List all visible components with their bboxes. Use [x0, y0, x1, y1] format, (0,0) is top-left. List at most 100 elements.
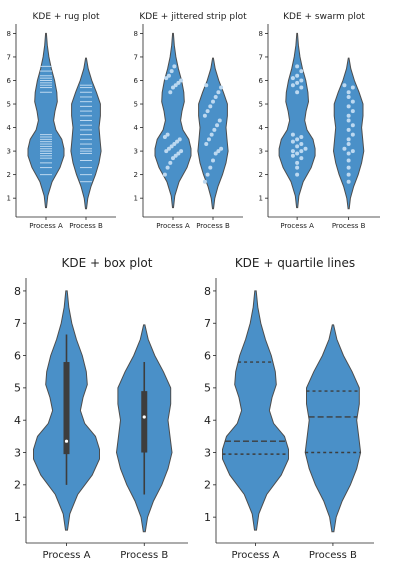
data-point [350, 85, 355, 90]
data-point [295, 144, 300, 149]
x-tick-label: Process B [120, 550, 168, 561]
data-point [169, 144, 174, 149]
data-point [165, 132, 170, 137]
y-tick-label: 8 [204, 285, 211, 298]
y-tick-label: 1 [14, 511, 21, 524]
data-point [164, 149, 169, 154]
data-point [295, 165, 300, 170]
data-point [202, 179, 207, 184]
data-point [208, 165, 213, 170]
y-tick-label: 7 [14, 317, 21, 330]
data-point [299, 142, 304, 147]
data-point [176, 151, 181, 156]
y-tick-label: 3 [14, 446, 21, 459]
data-point [219, 146, 224, 151]
y-tick-label: 2 [7, 171, 11, 179]
y-tick-label: 3 [7, 148, 11, 156]
data-point [295, 90, 300, 95]
data-point [179, 149, 184, 154]
data-point [299, 156, 304, 161]
violin-process-b [197, 57, 229, 210]
y-tick-label: 5 [7, 100, 11, 108]
data-point [213, 151, 218, 156]
y-tick-label: 5 [14, 382, 21, 395]
data-point [290, 132, 295, 137]
subplot-title: KDE + box plot [62, 256, 153, 270]
y-tick-label: 7 [7, 53, 11, 61]
data-point [299, 134, 304, 139]
data-point [290, 149, 295, 154]
violin-process-a [154, 32, 192, 209]
y-tick-label: 6 [204, 349, 211, 362]
y-tick-label: 6 [259, 77, 264, 85]
data-point [172, 142, 177, 147]
data-point [346, 137, 351, 142]
x-tick-label: Process A [43, 550, 91, 561]
data-point [172, 64, 177, 69]
data-point [299, 85, 304, 90]
data-point [202, 113, 207, 118]
data-point [219, 85, 224, 90]
box-iqr [141, 391, 148, 453]
data-point [350, 132, 355, 137]
data-point [295, 137, 300, 142]
data-point [164, 76, 169, 81]
y-tick-label: 6 [14, 349, 21, 362]
y-tick-label: 2 [14, 479, 21, 492]
y-tick-label: 3 [204, 446, 211, 459]
y-tick-label: 7 [259, 53, 263, 61]
y-tick-label: 5 [134, 100, 138, 108]
data-point [295, 64, 300, 69]
data-point [350, 149, 355, 154]
x-tick-label: Process A [29, 222, 63, 230]
subplot-title: KDE + jittered strip plot [139, 12, 247, 22]
y-tick-label: 1 [259, 195, 263, 203]
data-point [211, 158, 215, 163]
data-point [350, 109, 355, 114]
data-point [217, 118, 222, 123]
y-tick-label: 4 [259, 124, 264, 132]
violin-process-b [115, 324, 173, 533]
box-iqr [63, 362, 70, 455]
violin-process-a [278, 32, 316, 209]
data-point [295, 80, 300, 85]
violin-body [304, 324, 362, 533]
data-point [215, 123, 220, 128]
x-tick-label: Process A [280, 222, 314, 230]
data-point [171, 156, 175, 161]
y-tick-label: 4 [7, 124, 12, 132]
subplot-5: KDE + quartile lines 1 2 3 4 5 6 7 8 Process A Pro… [204, 256, 374, 561]
data-point [350, 123, 355, 128]
y-tick-label: 3 [259, 148, 263, 156]
y-tick-label: 8 [14, 285, 21, 298]
subplot-2: KDE + jittered strip plot 1 2 3 4 5 6 7 8 Process… [134, 12, 248, 230]
y-tick-label: 8 [259, 30, 263, 38]
subplot-4: KDE + box plot 1 2 3 4 5 6 7 8 Process A Process B [14, 256, 188, 561]
data-point [206, 137, 211, 142]
x-tick-label: Process A [156, 222, 190, 230]
data-point [204, 142, 209, 147]
y-tick-label: 3 [134, 148, 138, 156]
data-point [350, 99, 355, 104]
data-point [168, 160, 173, 165]
subplot-3: KDE + swarm plot 1 2 3 4 5 6 7 8 Process A Process… [259, 12, 380, 230]
subplot-title: KDE + swarm plot [283, 12, 365, 22]
data-point [295, 160, 300, 165]
data-point [346, 158, 351, 163]
x-tick-label: Process A [232, 550, 280, 561]
data-point [175, 139, 180, 144]
box-median [142, 415, 146, 419]
data-point [346, 172, 351, 177]
data-point [173, 83, 178, 88]
y-tick-label: 8 [7, 30, 11, 38]
data-point [346, 127, 351, 132]
data-point [299, 78, 304, 83]
data-point [216, 149, 221, 154]
data-point [299, 149, 304, 154]
data-point [205, 172, 210, 177]
data-point [213, 94, 218, 99]
data-point [346, 179, 351, 184]
y-tick-label: 4 [134, 124, 139, 132]
data-point [204, 83, 209, 88]
